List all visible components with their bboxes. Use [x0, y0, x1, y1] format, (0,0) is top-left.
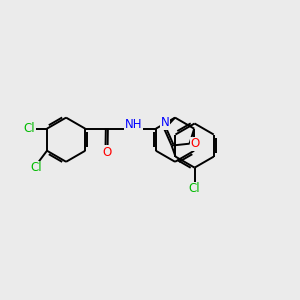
Text: N: N: [160, 116, 169, 129]
Text: Cl: Cl: [31, 161, 43, 174]
Text: NH: NH: [125, 118, 142, 131]
Text: O: O: [102, 146, 112, 159]
Text: Cl: Cl: [23, 122, 35, 135]
Text: O: O: [190, 137, 200, 150]
Text: Cl: Cl: [189, 182, 200, 195]
